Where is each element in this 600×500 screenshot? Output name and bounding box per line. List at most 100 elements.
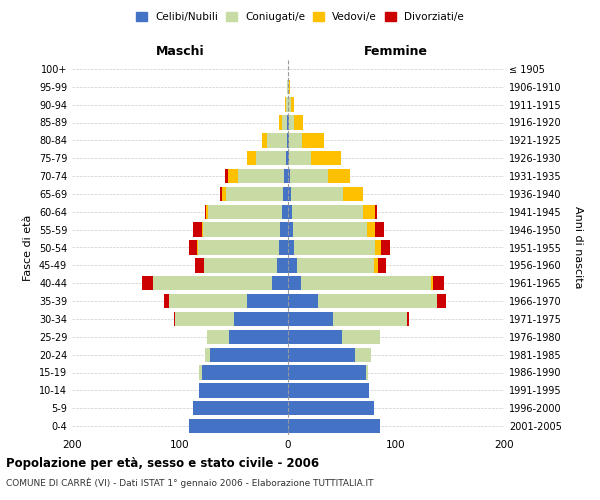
Bar bbox=[206, 204, 208, 219]
Bar bbox=[302, 133, 323, 148]
Bar bbox=[288, 419, 380, 433]
Bar bbox=[362, 204, 376, 219]
Text: COMUNE DI CARRÈ (VI) - Dati ISTAT 1° gennaio 2006 - Elaborazione TUTTITALIA.IT: COMUNE DI CARRÈ (VI) - Dati ISTAT 1° gen… bbox=[6, 478, 373, 488]
Bar bbox=[288, 258, 296, 272]
Bar bbox=[374, 258, 377, 272]
Bar bbox=[203, 222, 280, 237]
Bar bbox=[205, 204, 206, 219]
Bar bbox=[376, 204, 377, 219]
Bar bbox=[195, 258, 204, 272]
Bar bbox=[288, 401, 374, 415]
Bar bbox=[193, 222, 202, 237]
Bar bbox=[272, 276, 288, 290]
Bar bbox=[288, 116, 289, 130]
Bar bbox=[288, 169, 290, 183]
Bar bbox=[366, 366, 368, 380]
Bar bbox=[381, 240, 389, 254]
Bar bbox=[197, 240, 199, 254]
Y-axis label: Anni di nascita: Anni di nascita bbox=[572, 206, 583, 289]
Text: Femmine: Femmine bbox=[364, 45, 428, 58]
Y-axis label: Fasce di età: Fasce di età bbox=[23, 214, 33, 280]
Bar bbox=[292, 204, 362, 219]
Bar bbox=[295, 116, 303, 130]
Bar bbox=[280, 222, 288, 237]
Bar bbox=[289, 133, 302, 148]
Bar bbox=[301, 276, 431, 290]
Bar bbox=[226, 187, 283, 201]
Bar bbox=[288, 383, 369, 398]
Bar bbox=[222, 187, 226, 201]
Bar bbox=[188, 240, 197, 254]
Text: Popolazione per età, sesso e stato civile - 2006: Popolazione per età, sesso e stato civil… bbox=[6, 458, 319, 470]
Bar bbox=[311, 151, 341, 166]
Bar bbox=[153, 276, 272, 290]
Bar bbox=[210, 348, 288, 362]
Bar bbox=[205, 348, 210, 362]
Bar bbox=[247, 294, 288, 308]
Bar bbox=[288, 187, 291, 201]
Bar bbox=[229, 330, 288, 344]
Bar bbox=[291, 98, 295, 112]
Bar bbox=[287, 116, 288, 130]
Bar bbox=[199, 366, 202, 380]
Bar bbox=[334, 312, 407, 326]
Bar bbox=[173, 312, 175, 326]
Bar bbox=[293, 222, 367, 237]
Bar bbox=[188, 419, 288, 433]
Bar bbox=[207, 330, 229, 344]
Bar bbox=[376, 222, 384, 237]
Bar bbox=[288, 366, 366, 380]
Bar bbox=[238, 169, 284, 183]
Bar bbox=[226, 169, 227, 183]
Bar bbox=[289, 116, 295, 130]
Bar bbox=[318, 294, 437, 308]
Bar bbox=[204, 258, 277, 272]
Bar bbox=[286, 98, 288, 112]
Bar bbox=[295, 240, 376, 254]
Bar bbox=[193, 401, 288, 415]
Bar bbox=[288, 330, 342, 344]
Bar bbox=[268, 133, 287, 148]
Bar bbox=[262, 133, 268, 148]
Bar bbox=[280, 240, 288, 254]
Bar bbox=[367, 222, 376, 237]
Bar bbox=[281, 204, 288, 219]
Bar bbox=[288, 133, 289, 148]
Bar bbox=[286, 151, 288, 166]
Bar bbox=[287, 80, 288, 94]
Bar bbox=[407, 312, 409, 326]
Text: Maschi: Maschi bbox=[155, 45, 205, 58]
Bar bbox=[227, 169, 238, 183]
Bar bbox=[247, 151, 256, 166]
Bar bbox=[164, 294, 169, 308]
Bar bbox=[289, 151, 311, 166]
Bar bbox=[288, 98, 291, 112]
Bar bbox=[199, 240, 280, 254]
Bar bbox=[199, 383, 288, 398]
Bar bbox=[377, 258, 386, 272]
Bar bbox=[234, 312, 288, 326]
Bar bbox=[288, 348, 355, 362]
Bar bbox=[175, 312, 234, 326]
Bar bbox=[288, 151, 289, 166]
Bar bbox=[208, 204, 281, 219]
Bar bbox=[256, 151, 286, 166]
Bar bbox=[288, 222, 293, 237]
Bar bbox=[202, 222, 203, 237]
Bar bbox=[343, 187, 362, 201]
Bar bbox=[290, 169, 328, 183]
Bar bbox=[288, 276, 301, 290]
Bar bbox=[283, 187, 288, 201]
Bar bbox=[202, 366, 288, 380]
Bar bbox=[142, 276, 153, 290]
Bar bbox=[288, 80, 289, 94]
Bar bbox=[328, 169, 350, 183]
Bar bbox=[288, 204, 292, 219]
Bar bbox=[288, 312, 334, 326]
Bar bbox=[296, 258, 374, 272]
Bar bbox=[376, 240, 381, 254]
Legend: Celibi/Nubili, Coniugati/e, Vedovi/e, Divorziati/e: Celibi/Nubili, Coniugati/e, Vedovi/e, Di… bbox=[132, 8, 468, 26]
Bar bbox=[289, 80, 290, 94]
Bar bbox=[285, 98, 286, 112]
Bar bbox=[277, 258, 288, 272]
